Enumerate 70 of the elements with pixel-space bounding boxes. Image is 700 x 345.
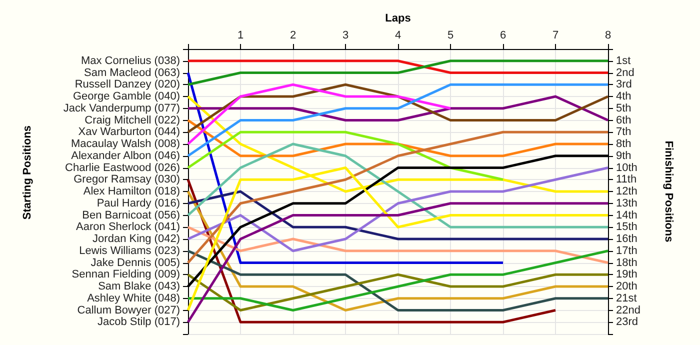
x-tick-label: 1: [237, 30, 244, 42]
category-label: Lewis Williams (023): [79, 244, 180, 257]
x-tick-label: 5: [447, 30, 454, 42]
y2-tick-label: 2nd: [616, 66, 634, 79]
line-series: [186, 190, 610, 312]
category-label: Aaron Sherlock (041): [76, 221, 180, 234]
y2-tick-label: 5th: [616, 102, 632, 114]
line-series: [186, 83, 610, 134]
y2-tick-label: 19th: [616, 268, 638, 281]
category-label: Callum Bowyer (027): [77, 304, 180, 316]
y2-tick-label: 13th: [616, 197, 638, 210]
line-series: [186, 83, 610, 158]
category-label: Jacob Stilp (017): [97, 316, 180, 328]
line-series: [186, 83, 452, 146]
line-series: [186, 130, 504, 181]
category-label: Jack Vanderpump (077): [63, 102, 180, 114]
category-label: George Gamble (040): [73, 90, 180, 102]
category-label: Russell Danzey (020): [74, 78, 180, 91]
y2-tick-label: 9th: [616, 150, 632, 162]
x-tick-label: 2: [290, 30, 296, 42]
line-series: [186, 142, 610, 228]
y2-tick-label: 4th: [616, 90, 632, 102]
y2-tick-label: 22nd: [616, 304, 640, 316]
y2-tick-label: 21st: [616, 292, 637, 304]
y2-tick-label: 17th: [616, 244, 638, 257]
line-series: [186, 250, 610, 312]
y2-tick-label: 23rd: [616, 316, 638, 328]
x-tick-label: 6: [500, 30, 506, 42]
category-label: Alex Hamilton (018): [83, 186, 180, 198]
category-label: Sam Macleod (063): [84, 66, 180, 79]
y2-tick-label: 1st: [616, 54, 631, 67]
y2-tick-label: 12th: [616, 186, 638, 198]
y2-tick-label: 3rd: [616, 78, 632, 91]
y2-tick-label: 14th: [616, 209, 638, 222]
x-tick-label: 7: [552, 30, 559, 42]
y2-tick-label: 16th: [616, 233, 638, 245]
category-label: Max Cornelius (038): [80, 54, 180, 67]
category-label: Xav Warburton (044): [78, 126, 180, 138]
category-label: Alexander Albon (046): [71, 150, 180, 162]
y2-tick-label: 10th: [616, 162, 638, 174]
category-label: Sennan Fielding (009): [72, 268, 180, 281]
line-series: [186, 202, 610, 324]
x-tick-label: 8: [604, 30, 612, 42]
category-label: Craig Mitchell (022): [84, 114, 180, 126]
category-label: Jordan King (042): [92, 233, 180, 245]
category-label: Sam Blake (043): [98, 280, 180, 292]
category-label: Jake Dennis (005): [90, 256, 180, 269]
category-label: Ben Barnicoat (056): [82, 209, 180, 222]
x-tick-label: 3: [342, 30, 349, 42]
category-label: Paul Hardy (016): [96, 197, 180, 210]
y2-axis-title: Finishing Positions: [662, 140, 674, 242]
line-series: [186, 226, 610, 264]
text: Starting Positions: [22, 125, 34, 220]
category-label: Ashley White (048): [87, 292, 180, 304]
y2-tick-label: 7th: [616, 126, 632, 138]
y2-tick-label: 18th: [616, 256, 638, 269]
y2-tick-label: 11th: [616, 174, 637, 186]
line-series: [186, 130, 610, 264]
line-series: [186, 166, 610, 252]
y2-tick-label: 8th: [616, 138, 632, 150]
line-series: [186, 273, 610, 312]
line-series: [186, 190, 610, 240]
x-tick-label: 4: [394, 30, 402, 42]
category-label: Charlie Eastwood (026): [65, 162, 180, 174]
y2-tick-label: 6th: [616, 114, 632, 126]
category-label: Gregor Ramsay (030): [74, 174, 180, 186]
y2-tick-label: 20th: [616, 280, 638, 292]
y2-tick-label: 15th: [616, 221, 638, 234]
category-label: Macaulay Walsh (008): [70, 138, 180, 150]
x-axis-title: Laps: [385, 12, 411, 24]
